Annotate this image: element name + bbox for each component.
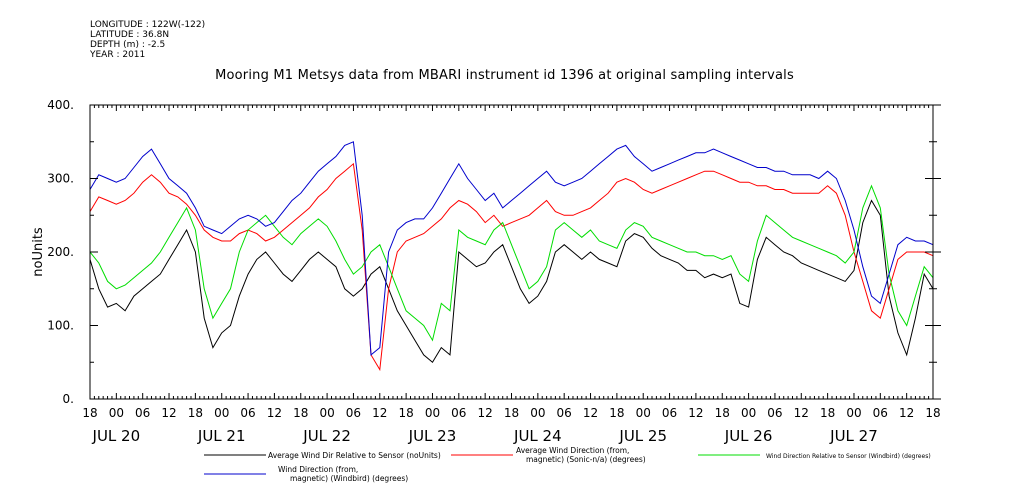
series-line-1 — [89, 199, 934, 364]
legend: Average Wind Dir Relative to Sensor (noU… — [204, 446, 931, 483]
year-text: YEAR : 2011 — [90, 50, 146, 60]
x-date-label: JUL 27 — [829, 427, 878, 445]
x-tick-label: 00 — [214, 406, 229, 420]
x-tick-label: 18 — [715, 406, 730, 420]
y-tick-label: 300. — [47, 172, 74, 186]
x-date-label: JUL 25 — [618, 427, 667, 445]
y-tick-label: 0. — [63, 392, 74, 406]
x-tick-label: 12 — [688, 406, 703, 420]
x-tick-label: 18 — [293, 406, 308, 420]
x-tick-label: 18 — [609, 406, 624, 420]
x-tick-label: 06 — [873, 406, 888, 420]
x-tick-label: 06 — [767, 406, 782, 420]
x-tick-label: 18 — [820, 406, 835, 420]
legend-label-windbird-dir-2: magnetic) (Windbird) (degrees) — [290, 474, 408, 483]
series-line-3 — [89, 184, 934, 342]
legend-label-windbird-dir-1: Wind Direction (from, — [278, 465, 358, 474]
longitude-text: LONGITUDE : 122W(-122) — [90, 20, 206, 30]
x-tick-label: 00 — [425, 406, 440, 420]
x-tick-label: 12 — [267, 406, 282, 420]
x-date-label: JUL 24 — [513, 427, 562, 445]
legend-label-windbird-rel: Wind Direction Relative to Sensor (Windb… — [766, 453, 931, 460]
x-tick-label: 06 — [346, 406, 361, 420]
x-date-label: JUL 23 — [408, 427, 457, 445]
y-axis-label: noUnits — [31, 227, 46, 277]
y-tick-label: 100. — [47, 319, 74, 333]
x-tick-label: 06 — [662, 406, 677, 420]
x-tick-label: 06 — [451, 406, 466, 420]
x-tick-label: 18 — [925, 406, 940, 420]
x-tick-label: 12 — [161, 406, 176, 420]
x-tick-label: 12 — [372, 406, 387, 420]
x-tick-label: 18 — [188, 406, 203, 420]
x-tick-label: 18 — [504, 406, 519, 420]
axis-layer: 18 00 06 12 18 00 06 12 18 00 06 12 18 00 06 12 18 00 06 12… — [47, 98, 941, 445]
series-layer — [89, 141, 934, 372]
x-date-label: JUL 20 — [92, 427, 141, 445]
x-tick-label: 00 — [846, 406, 861, 420]
y-tick-label: 400. — [47, 98, 74, 112]
x-tick-label: 00 — [530, 406, 545, 420]
x-tick-label: 00 — [109, 406, 124, 420]
x-tick-label: 06 — [240, 406, 255, 420]
x-tick-label: 00 — [319, 406, 334, 420]
depth-text: DEPTH (m) : -2.5 — [90, 40, 166, 50]
x-tick-label: 06 — [557, 406, 572, 420]
legend-label-avg-dir-2: magnetic) (Sonic-n/a) (degrees) — [526, 455, 646, 464]
series-line-2 — [89, 162, 934, 372]
x-tick-label: 12 — [899, 406, 914, 420]
plot-frame — [89, 104, 934, 400]
y-tick-label: 200. — [47, 245, 74, 259]
x-tick-label: 00 — [741, 406, 756, 420]
x-tick-label: 18 — [398, 406, 413, 420]
latitude-text: LATITUDE : 36.8N — [90, 30, 170, 40]
series-line-4 — [89, 141, 934, 356]
x-tick-label: 18 — [82, 406, 97, 420]
x-tick-label: 12 — [478, 406, 493, 420]
legend-label-avg-dir-1: Average Wind Direction (from, — [516, 446, 629, 455]
x-date-label: JUL 26 — [724, 427, 773, 445]
x-date-label: JUL 22 — [302, 427, 351, 445]
station-metadata: LONGITUDE : 122W(-122) LATITUDE : 36.8N … — [90, 20, 205, 60]
x-tick-label: 12 — [583, 406, 598, 420]
x-tick-label: 06 — [135, 406, 150, 420]
x-tick-label: 12 — [794, 406, 809, 420]
chart-title: Mooring M1 Metsys data from MBARI instru… — [215, 68, 794, 83]
legend-label-avg-rel: Average Wind Dir Relative to Sensor (noU… — [268, 451, 441, 460]
x-tick-label: 00 — [636, 406, 651, 420]
x-date-label: JUL 21 — [197, 427, 246, 445]
